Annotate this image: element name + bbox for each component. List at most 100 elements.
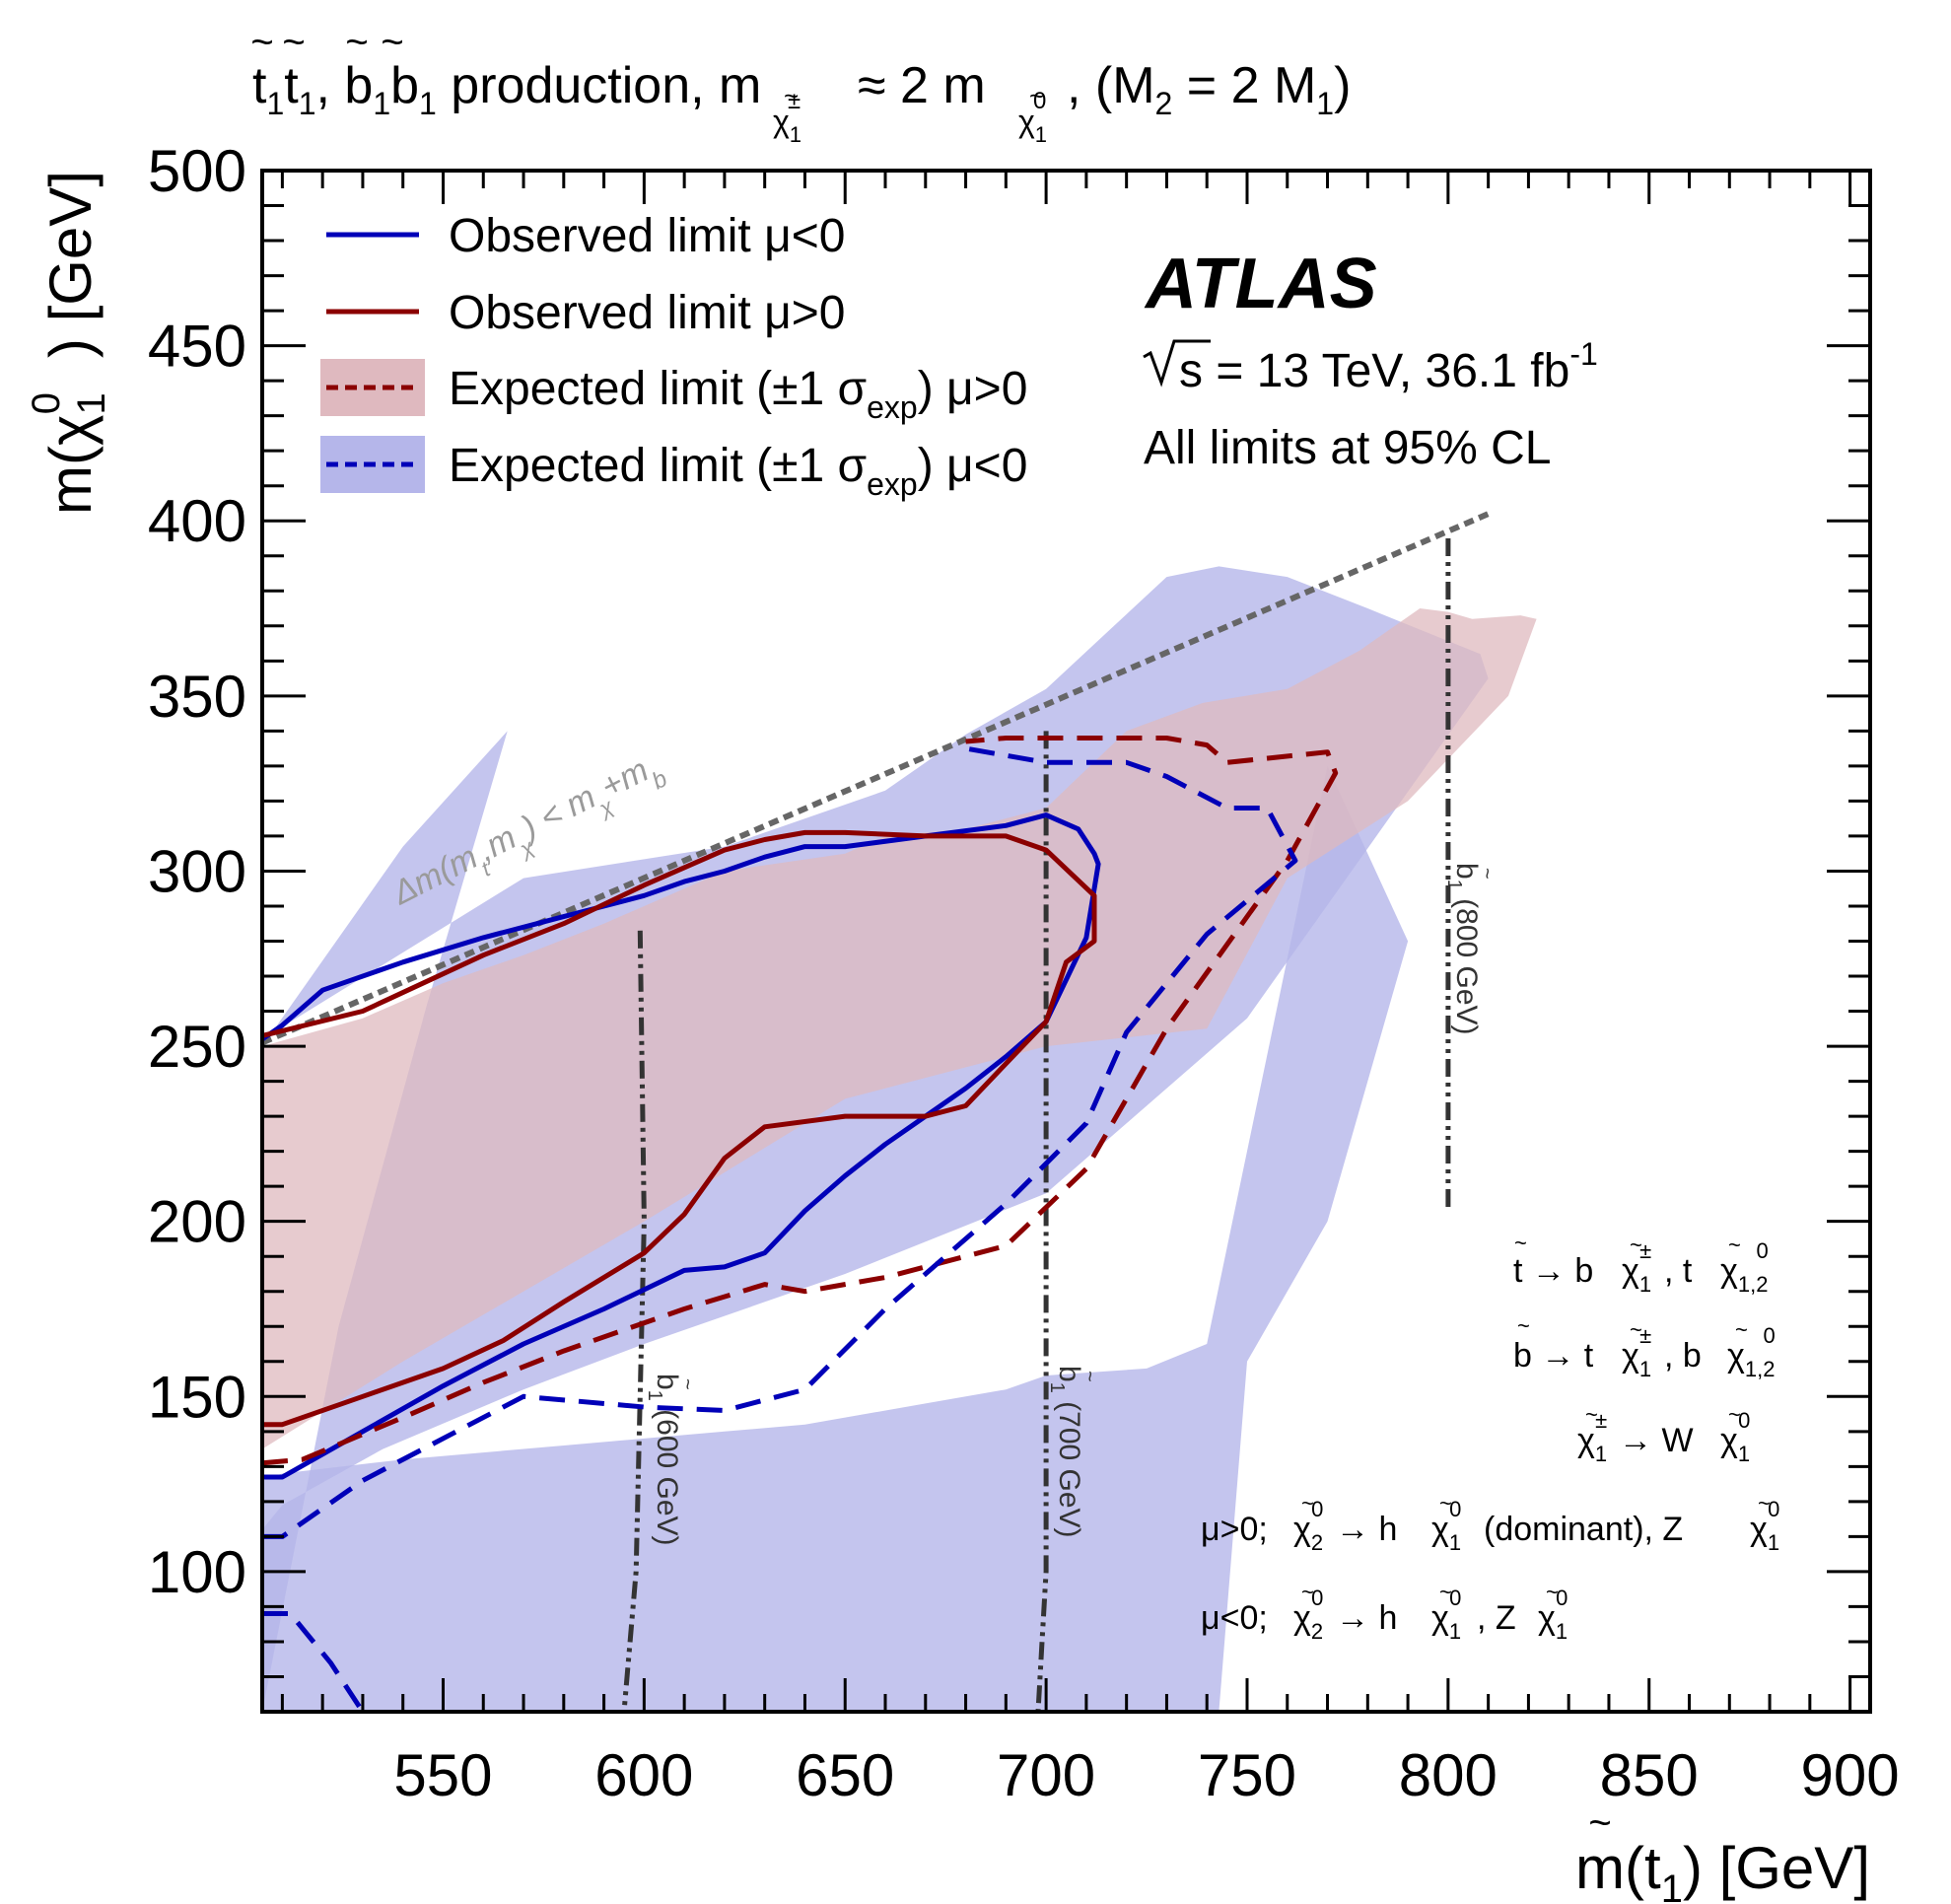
title-tilde: ~ [282, 21, 305, 64]
decay-chi: χ20 [1293, 1586, 1323, 1644]
x-axis-tilde: ~ [1588, 1801, 1611, 1845]
sqrt-sign [1143, 339, 1211, 388]
x-tick-label: 800 [1399, 1742, 1498, 1808]
x-tick-label: 850 [1600, 1742, 1699, 1808]
sbottom-label-group-1: b1 (700 GeV)~ [1046, 1366, 1100, 1538]
decay-line-5: μ<0; [1201, 1599, 1268, 1637]
decay-tilde: ~ [1517, 1313, 1530, 1338]
x-tick-label: 700 [997, 1742, 1095, 1808]
title-chi-pm: χ1± [773, 88, 801, 147]
decay-chi: χ1,20 [1727, 1323, 1776, 1381]
sbottom-label-tilde-1: ~ [1079, 1371, 1100, 1382]
observed-line-1 [262, 829, 1097, 1428]
decay-chi: χ1,20 [1720, 1238, 1769, 1297]
decay-chi-tilde: ~ [1728, 1402, 1741, 1427]
decay-chi: χ10 [1750, 1497, 1779, 1555]
x-tick-label: 750 [1198, 1742, 1296, 1808]
sbottom-mass-lines [621, 538, 1451, 1712]
y-tick-label: 400 [148, 488, 246, 554]
sbottom-label-group-2: b1 (800 GeV)~ [1443, 863, 1498, 1035]
decay-chi-tilde: ~ [1546, 1580, 1559, 1604]
decay-chi: χ10 [1431, 1497, 1461, 1555]
x-tick-label: 900 [1801, 1742, 1900, 1808]
band-2 [262, 608, 1537, 1449]
decay-chi: χ1± [1622, 1323, 1651, 1381]
expected-line-4 [262, 1611, 365, 1712]
y-tick-label: 450 [148, 314, 246, 380]
legend-label-0: Observed limit μ<0 [449, 210, 845, 262]
decay-line-1b: , t [1664, 1252, 1693, 1290]
x-tick-label: 550 [393, 1742, 492, 1808]
decay-chi: χ10 [1538, 1586, 1568, 1644]
sbottom-line-1 [1035, 731, 1049, 1712]
decay-chi: χ20 [1293, 1497, 1323, 1555]
x-tick-label: 650 [796, 1742, 894, 1808]
decay-chi: χ1± [1622, 1238, 1651, 1297]
atlas-energy: s = 13 TeV, 36.1 fb-1 [1179, 336, 1598, 397]
sbottom-label-2: b1 (800 GeV) [1443, 863, 1483, 1035]
expected-line-2 [262, 736, 1339, 1466]
sbottom-label-1: b1 (700 GeV) [1046, 1366, 1085, 1538]
title-text-2: , (M2 = 2 M1) [1067, 57, 1351, 121]
y-tick-label: 250 [148, 1014, 246, 1080]
y-tick-label: 350 [148, 664, 246, 730]
decay-line-4c: (dominant), Z [1484, 1511, 1683, 1548]
tick-labels: 550 600 650 700 750 800 850 900 100 150 200 250 300 3… [148, 138, 1900, 1808]
legend: Observed limit μ<0 Observed limit μ>0 Expe… [320, 210, 1027, 502]
y-axis-label-post: ) [GeV] [37, 171, 104, 358]
decay-line-1: t → b [1513, 1252, 1593, 1290]
decay-chi-tilde: ~ [1630, 1317, 1642, 1342]
sbottom-label-0: b1 (600 GeV) [644, 1374, 683, 1546]
decay-line-4: μ>0; [1201, 1511, 1268, 1548]
atlas-name: ATLAS [1144, 245, 1377, 323]
y-axis-label: m(χ10 [25, 392, 113, 515]
chart-title: t1t1, b1b1 production, m~ ~ ~ ~χ1±~ ≈ 2 mχ10… [250, 21, 1351, 147]
decay-line-2: b → t [1513, 1337, 1594, 1375]
decay-chi-tilde: ~ [1728, 1233, 1741, 1257]
decay-chi-tilde: ~ [1630, 1233, 1642, 1257]
title-tilde: ~ [381, 21, 403, 64]
decay-chi: χ1± [1577, 1408, 1607, 1466]
sbottom-label-group-0: b1 (600 GeV)~ [644, 1374, 698, 1546]
decay-line-3: → W [1619, 1422, 1694, 1459]
title-tilde: ~ [250, 21, 273, 64]
sbottom-line-0 [621, 930, 647, 1712]
expected-line-3 [262, 745, 1298, 1539]
decay-chi-tilde: ~ [1301, 1491, 1314, 1516]
y-axis-label-group: ) [GeV] m(χ10 [25, 171, 113, 515]
limit-contours [262, 736, 1339, 1712]
title-tilde: ~ [345, 21, 368, 64]
decay-line-4b: → h [1336, 1511, 1397, 1548]
legend-label-3: Expected limit (±1 σexp) μ<0 [449, 440, 1027, 502]
legend-label-1: Observed limit μ>0 [449, 287, 845, 339]
axis-ticks [262, 169, 1870, 1714]
decay-line-5b: → h [1336, 1599, 1397, 1637]
decay-chi-tilde: ~ [1439, 1580, 1452, 1604]
title-chi-tilde: ~ [784, 81, 799, 110]
decay-chi-tilde: ~ [1735, 1317, 1748, 1342]
decay-list: t → b~χ1±~, t χ1,20~b → t~χ1±~, b χ1,20~χ1… [1201, 1231, 1779, 1644]
atlas-label: ATLAS s = 13 TeV, 36.1 fb-1 All limits at … [1143, 245, 1598, 474]
decay-chi: χ10 [1431, 1586, 1461, 1644]
kinematic-boundary [262, 511, 1490, 1046]
title-text-1: t1t1, b1b1 production, m [252, 57, 761, 121]
x-axis-label: m(t1) [GeV] [1575, 1835, 1870, 1904]
y-tick-label: 100 [148, 1539, 246, 1605]
legend-label-2: Expected limit (±1 σexp) μ>0 [449, 363, 1027, 425]
expected-bands [262, 566, 1537, 1712]
kinematic-boundary-line [262, 511, 1490, 1046]
y-tick-label: 300 [148, 838, 246, 904]
decay-chi: χ10 [1720, 1408, 1750, 1466]
decay-chi-tilde: ~ [1439, 1491, 1452, 1516]
y-tick-label: 200 [148, 1189, 246, 1255]
decay-chi-tilde: ~ [1758, 1491, 1771, 1516]
title-chi0-tilde: ~ [1029, 81, 1044, 110]
atlas-cl: All limits at 95% CL [1144, 422, 1551, 474]
decay-tilde: ~ [1514, 1231, 1527, 1255]
y-tick-label: 150 [148, 1364, 246, 1430]
sbottom-label-tilde-0: ~ [676, 1378, 698, 1390]
title-chi-zero: χ10 [1018, 88, 1047, 147]
decay-chi-tilde: ~ [1585, 1402, 1598, 1427]
x-tick-label: 600 [594, 1742, 693, 1808]
